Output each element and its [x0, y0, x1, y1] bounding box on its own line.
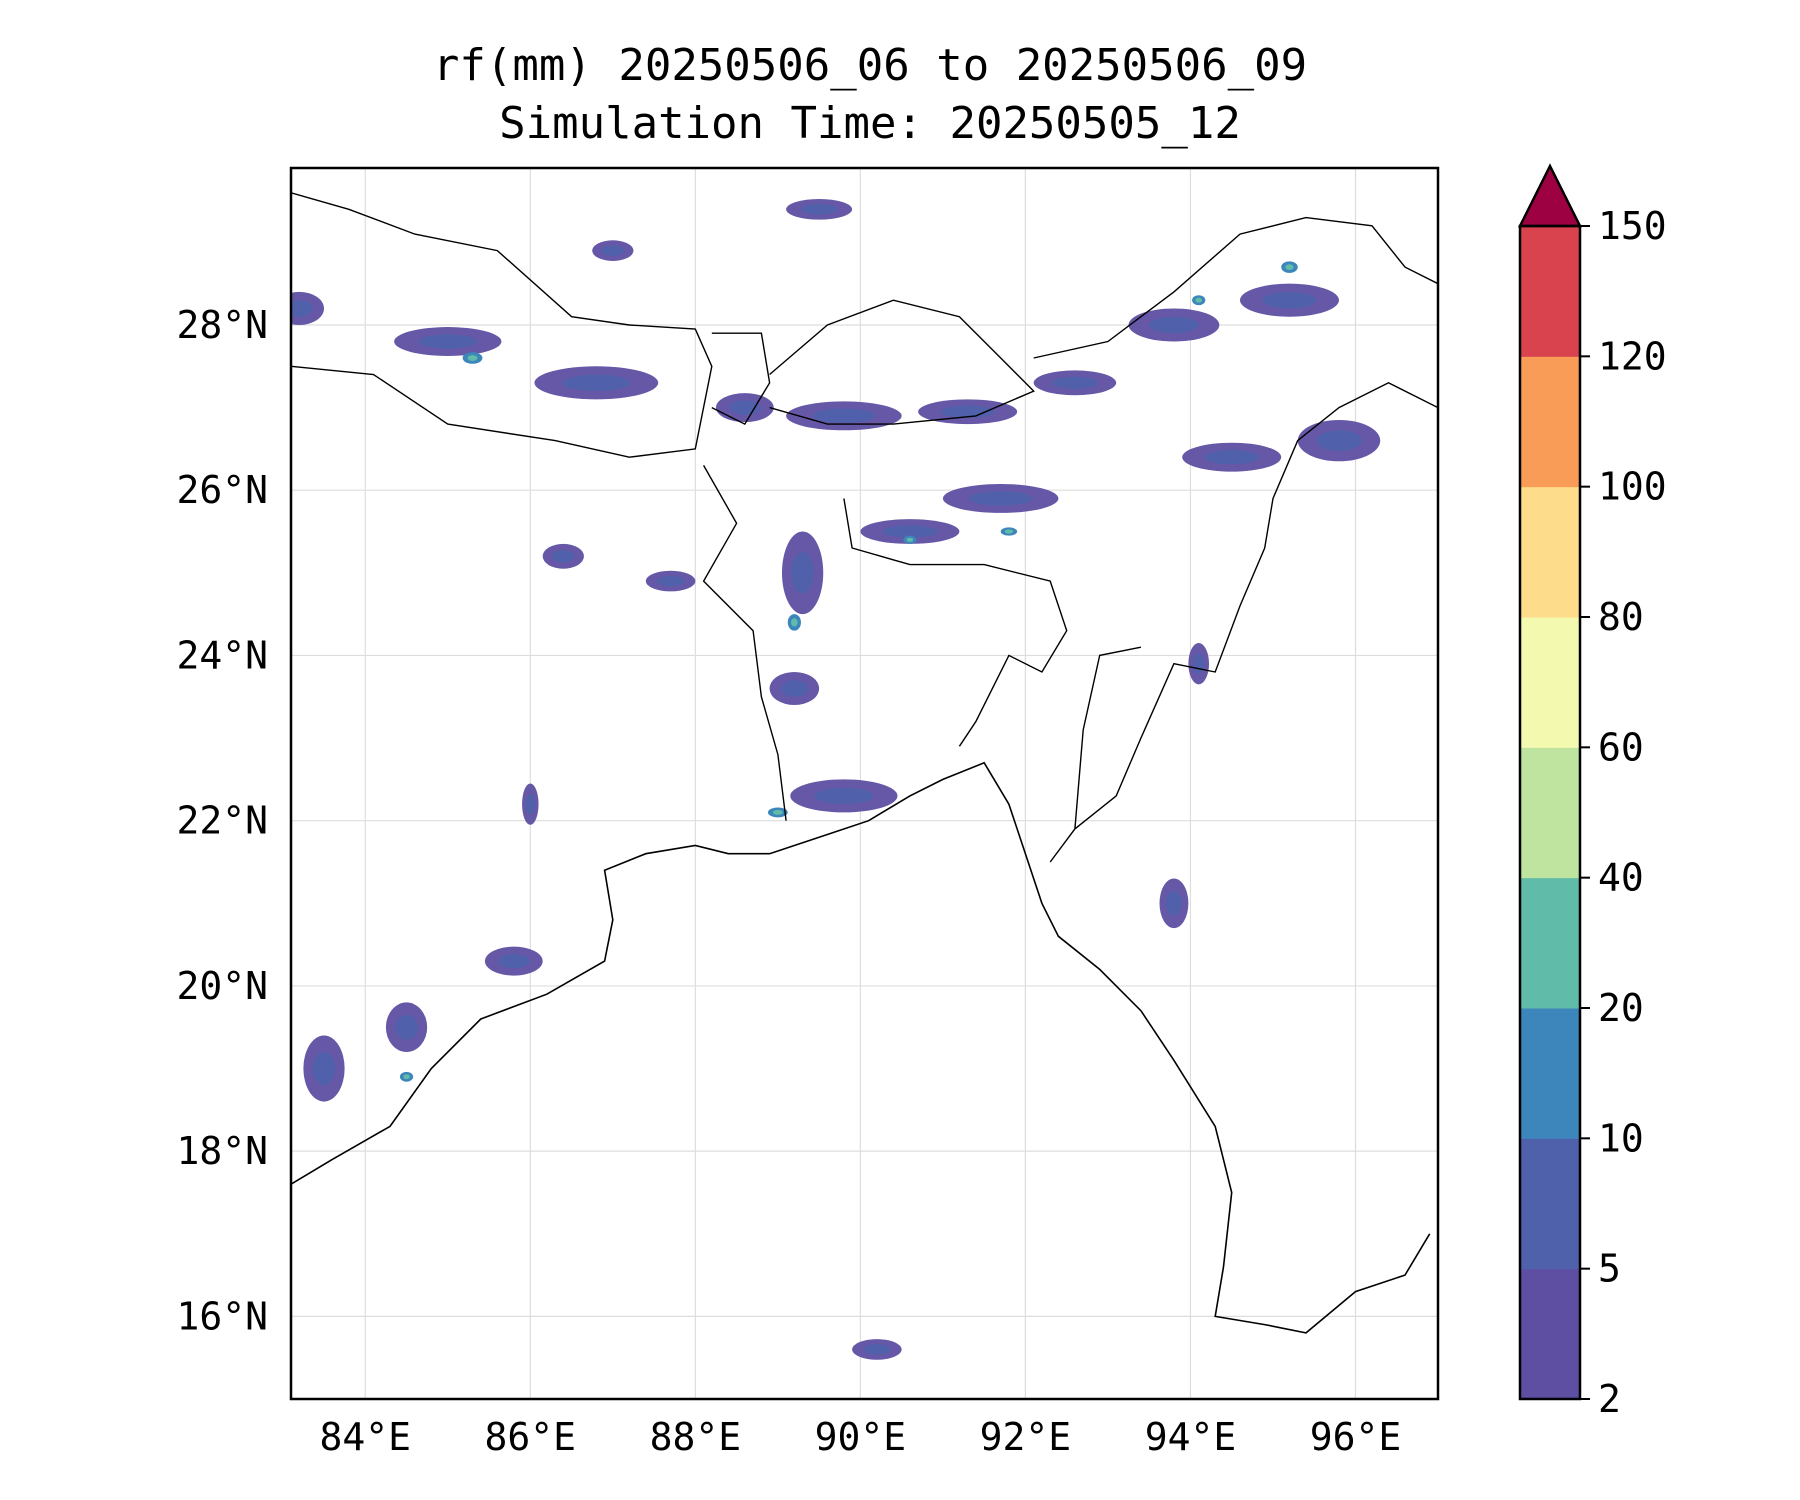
rainfall-patch-5-10mm — [551, 550, 575, 563]
lon-tick-label: 86°E — [485, 1415, 577, 1459]
rainfall-core-20-40mm — [467, 355, 478, 361]
rainfall-core-20-40mm — [1004, 529, 1014, 534]
rainfall-core-20-40mm — [1285, 264, 1294, 271]
rainfall-patch-5-10mm — [497, 953, 530, 969]
rainfall-patch-5-10mm — [968, 491, 1033, 506]
rainfall-patch-5-10mm — [728, 400, 761, 415]
lat-tick-label: 28°N — [176, 303, 268, 347]
rainfall-core-20-40mm — [791, 618, 798, 627]
country-border — [291, 192, 713, 458]
rainfall-patch-5-10mm — [1262, 291, 1317, 309]
colorbar-band — [1520, 356, 1580, 488]
rainfall-patch-5-10mm — [1193, 653, 1205, 675]
lon-tick-label: 92°E — [980, 1415, 1072, 1459]
longitude-tick-labels: 84°E 86°E 88°E 90°E 92°E 94°E 96°E — [320, 1415, 1402, 1459]
country-border — [1074, 646, 1142, 829]
rainfall-patch-5-10mm — [418, 334, 478, 349]
rainfall-core-20-40mm — [1195, 297, 1202, 303]
lon-tick-label: 90°E — [815, 1415, 907, 1459]
rainfall-patch-5-10mm — [863, 1344, 891, 1355]
colorbar-tick-label: 120 — [1598, 334, 1667, 378]
country-border — [1049, 382, 1438, 863]
rainfall-core-20-40mm — [906, 537, 914, 542]
colorbar-tick-labels: 2 5 10 20 40 60 80 100 120 150 — [1580, 204, 1667, 1421]
lon-tick-label: 96°E — [1310, 1415, 1402, 1459]
rainfall-patch-5-10mm — [395, 1014, 418, 1040]
lat-tick-label: 26°N — [176, 468, 268, 512]
lon-tick-label: 84°E — [320, 1415, 412, 1459]
lat-tick-label: 20°N — [176, 964, 268, 1008]
colorbar-band — [1520, 1268, 1580, 1400]
map-title-line-1: rf(mm) 20250506_06 to 20250506_09 — [432, 40, 1308, 91]
colorbar-band — [1520, 1138, 1580, 1270]
lat-tick-label: 22°N — [176, 799, 268, 843]
rainfall-patch-5-10mm — [656, 575, 685, 587]
colorbar-tick-label: 80 — [1598, 595, 1644, 639]
colorbar-tick-label: 150 — [1598, 204, 1667, 248]
lon-tick-label: 94°E — [1145, 1415, 1237, 1459]
lat-tick-label: 24°N — [176, 633, 268, 677]
country-border — [843, 498, 1068, 747]
country-border — [702, 465, 787, 821]
coastlines-and-borders — [291, 192, 1438, 1334]
colorbar-frame — [1518, 224, 1582, 1401]
colorbar-tick-label: 40 — [1598, 856, 1644, 900]
colorbar-band — [1520, 747, 1580, 879]
latitude-tick-labels: 16°N 18°N 20°N 22°N 24°N 26°N 28°N — [176, 303, 268, 1338]
rainfall-patch-5-10mm — [814, 787, 874, 805]
rainfall-patch-5-10mm — [1148, 316, 1199, 334]
map-frame — [289, 166, 1440, 1401]
colorbar-band — [1520, 877, 1580, 1009]
rainfall-patch-5-10mm — [940, 405, 995, 418]
lon-tick-label: 88°E — [650, 1415, 742, 1459]
rainfall-patch-5-10mm — [800, 204, 838, 215]
country-border — [1033, 216, 1438, 359]
colorbar-band — [1520, 226, 1580, 357]
rainfall-patch-5-10mm — [812, 408, 876, 424]
colorbar-tick-label: 2 — [1598, 1377, 1621, 1421]
rainfall-patch-5-10mm — [1204, 449, 1259, 465]
rainfall-contours — [291, 198, 1381, 1360]
lat-tick-label: 18°N — [176, 1129, 268, 1173]
rainfall-patch-5-10mm — [780, 680, 808, 697]
rainfall-patch-5-10mm — [1316, 430, 1362, 451]
rainfall-patch-5-10mm — [601, 245, 625, 256]
colorbar: 2 5 10 20 40 60 80 100 120 150 — [1517, 163, 1667, 1421]
lat-tick-label: 16°N — [176, 1294, 268, 1338]
colorbar-tick-label: 60 — [1598, 725, 1644, 769]
colorbar-band — [1520, 486, 1580, 618]
colorbar-tick-label: 20 — [1598, 986, 1644, 1030]
colorbar-tick-label: 10 — [1598, 1116, 1644, 1160]
rainfall-patch-5-10mm — [312, 1052, 336, 1086]
colorbar-tick-label: 100 — [1598, 465, 1667, 509]
coastline — [291, 761, 1431, 1334]
rainfall-patch-5-10mm — [291, 300, 313, 317]
country-border — [711, 332, 771, 426]
rainfall-patch-5-10mm — [1166, 890, 1182, 916]
rainfall-core-20-40mm — [772, 809, 783, 815]
rainfall-core-20-40mm — [403, 1074, 410, 1080]
rainfall-patch-5-10mm — [1052, 376, 1098, 390]
country-border — [769, 299, 1035, 425]
colorbar-band — [1520, 617, 1580, 748]
rainfall-patch-5-10mm — [791, 552, 814, 594]
rainfall-patch-5-10mm — [525, 793, 535, 815]
colorbar-extend-arrow — [1517, 163, 1583, 228]
map-title-line-2: Simulation Time: 20250505_12 — [499, 98, 1241, 149]
rainfall-patch-5-10mm — [562, 374, 631, 392]
rainfall-patch-5-10mm — [882, 525, 938, 538]
colorbar-band — [1520, 1008, 1580, 1139]
colorbar-tick-label: 5 — [1598, 1247, 1621, 1291]
